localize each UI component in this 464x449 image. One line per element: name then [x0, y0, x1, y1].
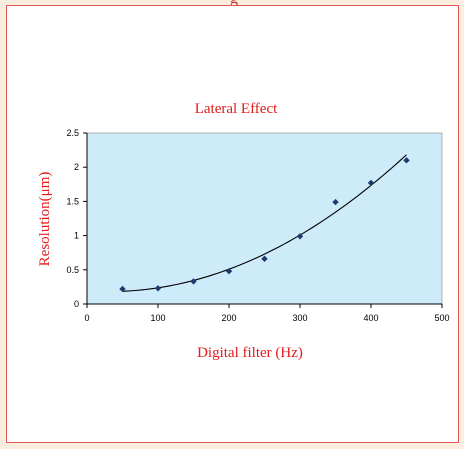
data-point	[403, 157, 410, 164]
y-tick-label: 0.5	[66, 265, 79, 275]
x-axis: 0 100 200 300 400 500	[84, 303, 450, 323]
y-axis-title: Resolution(μm)	[37, 172, 53, 267]
data-point	[190, 278, 197, 285]
y-tick-label: 0	[74, 299, 79, 309]
data-point	[332, 198, 339, 206]
plot-area	[86, 132, 443, 305]
data-point	[225, 267, 233, 275]
data-point	[261, 255, 268, 263]
x-tick-label: 100	[150, 313, 165, 323]
x-tick-label: 200	[221, 313, 236, 323]
header-fragment-text: g	[230, 0, 238, 6]
x-axis-title: Digital filter (Hz)	[197, 345, 303, 361]
x-tick-label: 500	[434, 313, 449, 323]
y-tick-label: 1	[74, 231, 79, 241]
data-point	[367, 179, 375, 187]
data-points	[119, 157, 410, 293]
y-tick-label: 2	[74, 162, 79, 172]
data-point	[154, 285, 162, 292]
trendline-group	[122, 154, 407, 292]
chart-title: Lateral Effect	[195, 101, 278, 117]
y-axis: 0 0.5 1 1.5 2 2.5	[66, 128, 88, 309]
x-tick-label: 400	[363, 313, 378, 323]
trendline	[122, 154, 407, 292]
y-tick-label: 2.5	[66, 128, 79, 138]
data-point	[296, 233, 304, 240]
y-tick-label: 1.5	[66, 196, 79, 206]
header-fragment: g	[230, 0, 270, 6]
x-tick-label: 300	[292, 313, 307, 323]
x-tick-label: 0	[84, 313, 89, 323]
data-point	[119, 285, 126, 293]
